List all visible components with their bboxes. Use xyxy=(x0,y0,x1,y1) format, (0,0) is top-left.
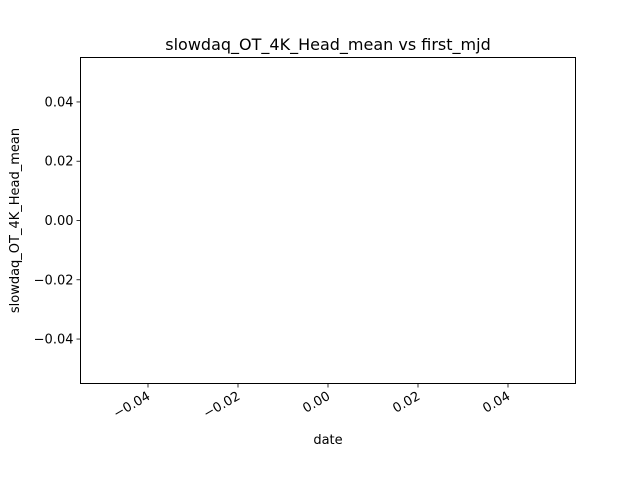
axes-frame xyxy=(80,57,576,384)
y-tick-label: −0.02 xyxy=(34,273,74,288)
y-axis-label: slowdaq_OT_4K_Head_mean xyxy=(8,128,23,313)
x-axis-label: date xyxy=(313,433,342,448)
y-tick-label: 0.02 xyxy=(45,155,74,170)
y-tick-label: 0.04 xyxy=(45,95,74,110)
chart-title: slowdaq_OT_4K_Head_mean vs first_mjd xyxy=(165,35,490,55)
y-tick-label: 0.00 xyxy=(45,214,74,229)
y-axis-ticks: −0.04 −0.02 0.00 0.02 0.04 xyxy=(34,95,81,348)
y-tick-label: −0.04 xyxy=(34,333,74,348)
